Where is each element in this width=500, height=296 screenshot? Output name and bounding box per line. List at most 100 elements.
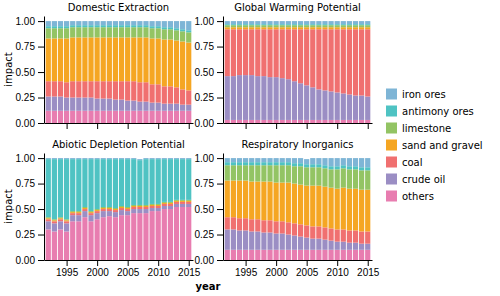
bar-segment (249, 24, 254, 25)
bar-segment (156, 111, 161, 123)
y-tick-label: 0.00 (195, 255, 215, 266)
bar-segment (310, 27, 315, 29)
bar-segment (353, 95, 358, 119)
bar-segment (119, 158, 124, 159)
bar-segment (156, 103, 161, 111)
bar-segment (341, 250, 346, 260)
bar-segment (298, 27, 303, 29)
y-axis-title: impact (3, 52, 14, 86)
x-axis: 19952000200520102015 (224, 260, 380, 278)
bar-segment (119, 215, 124, 260)
x-tick (97, 123, 98, 129)
y-tick: 0.00 (195, 255, 223, 266)
bar-segment (107, 158, 112, 159)
bar-segment (310, 226, 315, 238)
bar-segment (82, 211, 87, 217)
bar-segment (174, 21, 179, 28)
bar-segment (107, 99, 112, 111)
bar-segment (310, 250, 315, 260)
bar-segment (304, 24, 309, 25)
bar-segment (143, 207, 148, 209)
bar-segment (137, 111, 142, 123)
bar-segment (186, 90, 191, 104)
bar-segment (168, 27, 173, 29)
bar-segment (113, 159, 118, 208)
y-tick-label: 0.25 (16, 229, 36, 240)
bar-segment (292, 163, 297, 166)
bar-segment (286, 222, 291, 234)
y-tick-mark (38, 184, 44, 185)
bar-segment (231, 217, 236, 229)
bar-segment (162, 29, 167, 39)
bar-segment (304, 186, 309, 226)
bar-segment (119, 37, 124, 81)
bar-segment (180, 105, 185, 111)
bar-segment (267, 220, 272, 232)
legend-item: iron ores (386, 89, 446, 101)
series (46, 27, 192, 42)
bar-segment (95, 211, 100, 213)
bar-segment (149, 204, 154, 205)
bar-segment (88, 21, 93, 25)
bar-segment (237, 165, 242, 180)
series (225, 24, 371, 25)
bar-segment (58, 81, 63, 96)
bar-segment (304, 159, 309, 164)
bar-segment (137, 25, 142, 27)
bar-segment (328, 188, 333, 229)
bar-segment (143, 209, 148, 213)
bar-segment (107, 81, 112, 98)
bar-segment (322, 24, 327, 25)
bar-segment (298, 185, 303, 225)
bar-segment (322, 90, 327, 120)
bar-segment (347, 158, 352, 166)
bar-segment (186, 201, 191, 202)
y-tick-label: 0.00 (16, 255, 36, 266)
bar-segment (316, 120, 321, 123)
bar-segment (76, 25, 81, 27)
bar-segment (261, 182, 266, 221)
bar-segment (347, 230, 352, 242)
x-tick-mark (97, 260, 98, 266)
bar-segment (180, 158, 185, 159)
bar-segment (107, 159, 112, 207)
bar-segment (143, 158, 148, 159)
y-tick-mark (217, 158, 223, 159)
bar-segment (119, 207, 124, 208)
bar-segment (335, 120, 340, 123)
bar-segment (82, 81, 87, 97)
x-tick-label: 2015 (357, 267, 380, 278)
bar-segment (76, 111, 81, 123)
legend-item: others (386, 191, 434, 203)
bar-segment (46, 159, 51, 217)
bar-segment (143, 37, 148, 82)
bar-segment (174, 201, 179, 202)
bar-segment (168, 111, 173, 123)
bar-segment (249, 158, 254, 162)
bar-segment (286, 250, 291, 260)
bar-segment (174, 202, 179, 204)
bar-segment (237, 120, 242, 123)
y-tick-label: 0.50 (16, 204, 36, 215)
bar-segment (64, 111, 69, 123)
bar-segment (46, 111, 51, 123)
bar-segment (174, 40, 179, 87)
bar-segment (64, 158, 69, 159)
bar-segment (180, 202, 185, 204)
y-tick: 0.50 (16, 67, 44, 78)
bar-segment (341, 188, 346, 230)
y-tick-label: 0.25 (195, 92, 215, 103)
bar-segment (347, 24, 352, 25)
bar-segment (359, 167, 364, 170)
x-tick (337, 123, 338, 129)
bar-segment (70, 158, 75, 159)
y-tick: 0.00 (16, 118, 44, 129)
bar-segment (231, 120, 236, 123)
bar-segment (149, 208, 154, 211)
x-tick: 2010 (148, 260, 171, 278)
bar-segment (131, 25, 136, 27)
bar-segment (64, 231, 69, 260)
bar-segment (274, 221, 279, 233)
y-axis-line (223, 17, 224, 124)
bar-segment (237, 24, 242, 25)
